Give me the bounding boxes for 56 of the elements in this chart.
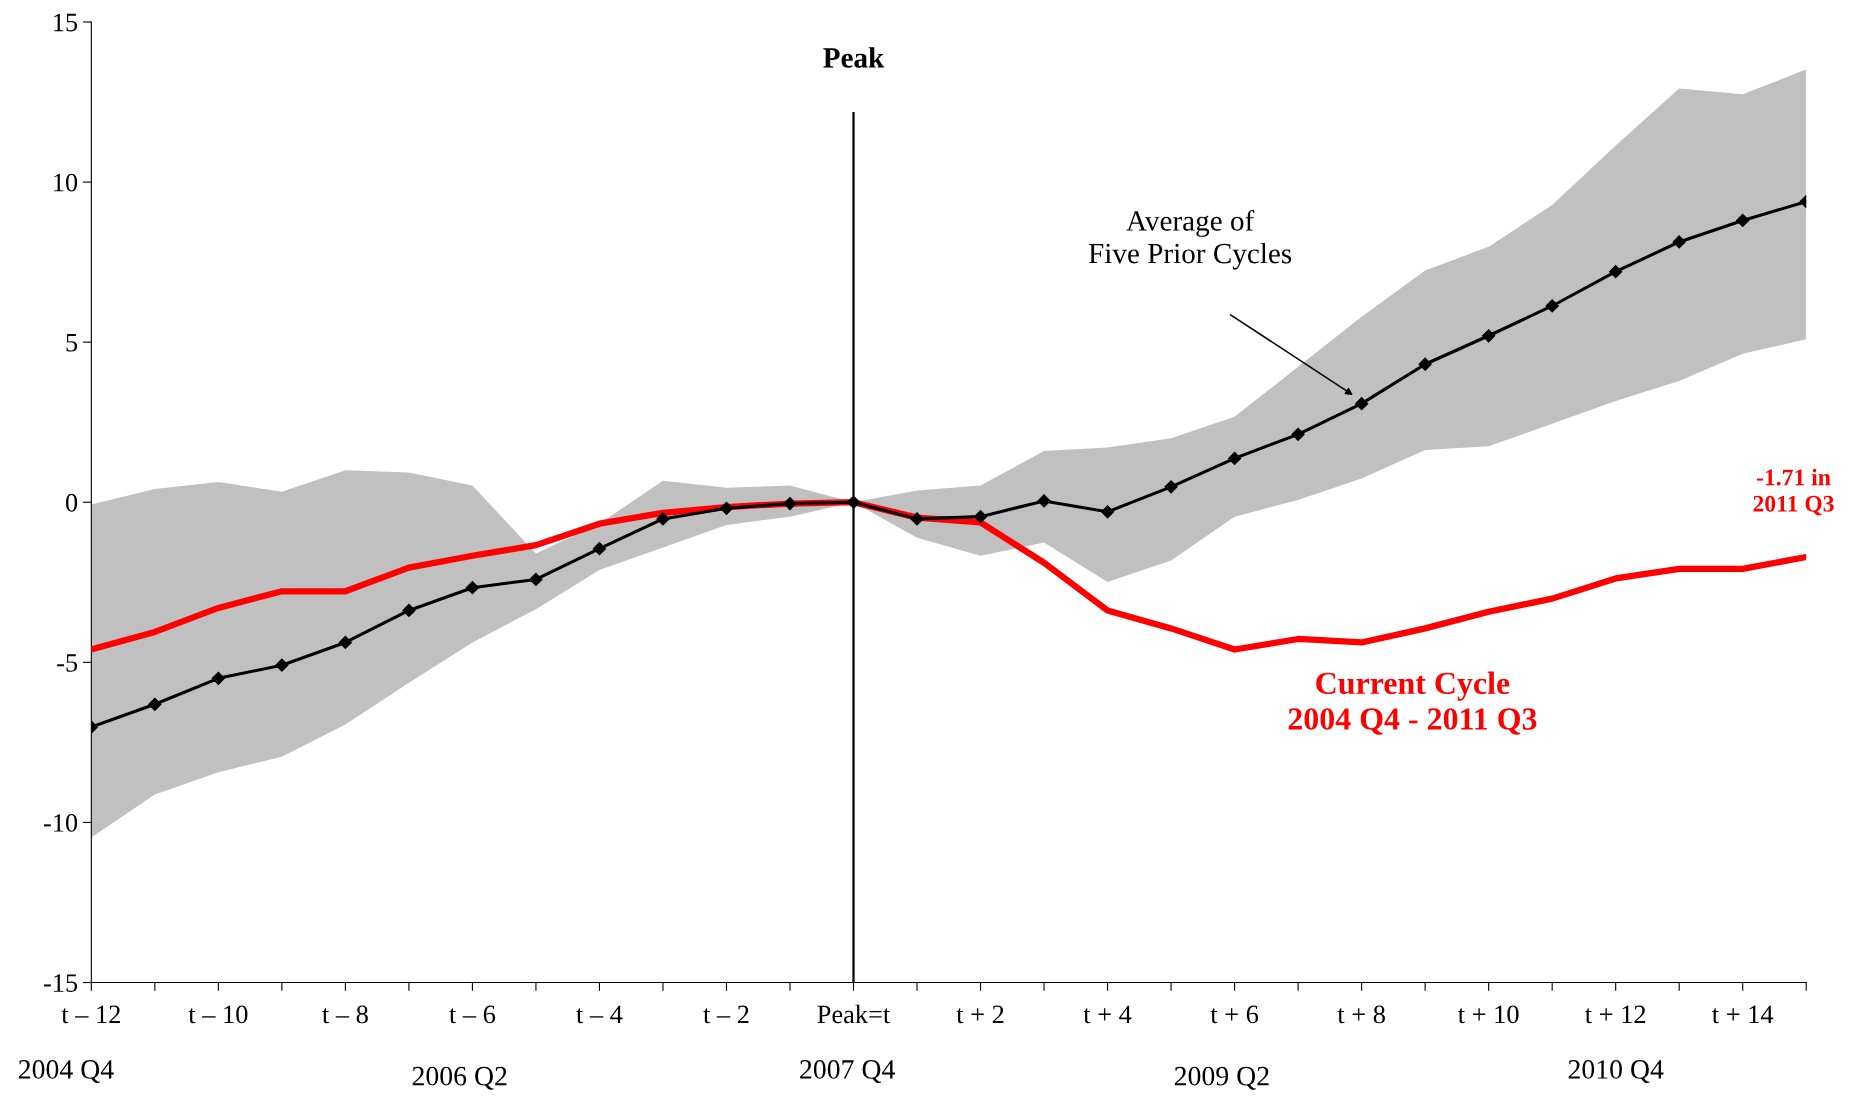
x-tick-label: t + 2 bbox=[956, 1005, 1004, 1024]
text: 2006 Q2 bbox=[412, 1066, 507, 1090]
y-tick-label: -5 bbox=[57, 654, 78, 672]
point bbox=[719, 501, 734, 515]
point bbox=[846, 495, 861, 509]
point bbox=[1291, 427, 1305, 441]
point bbox=[1228, 451, 1242, 465]
y-tick-label: 10 bbox=[54, 173, 78, 192]
point bbox=[1609, 265, 1623, 279]
x-tick-label: t + 4 bbox=[1083, 1005, 1132, 1024]
point bbox=[1355, 397, 1369, 411]
x-tick-label: t + 14 bbox=[1712, 1005, 1774, 1024]
x-tick-label: t + 6 bbox=[1210, 1005, 1259, 1024]
text: 2009 Q2 bbox=[1174, 1066, 1269, 1090]
point bbox=[1164, 480, 1178, 494]
point bbox=[1672, 235, 1686, 249]
annotation: -1.71 in 2011 Q3 bbox=[1753, 468, 1834, 516]
point bbox=[529, 572, 543, 586]
point bbox=[910, 512, 924, 526]
y-tick-label: 15 bbox=[54, 13, 78, 32]
x-tick-label: t + 8 bbox=[1337, 1005, 1385, 1024]
text: 2004 Q4 bbox=[18, 1060, 114, 1084]
point bbox=[338, 635, 352, 650]
x-tick-label: t + 12 bbox=[1585, 1005, 1646, 1024]
y-tick-label: -15 bbox=[43, 974, 78, 992]
point bbox=[973, 510, 988, 524]
x-tick-label: t – 2 bbox=[703, 1005, 749, 1024]
ref-line-label: Peak bbox=[823, 47, 885, 68]
point bbox=[783, 496, 797, 511]
point bbox=[275, 658, 289, 672]
point bbox=[656, 512, 670, 526]
point bbox=[148, 697, 162, 711]
x-tick-label: t – 8 bbox=[322, 1005, 368, 1024]
point bbox=[211, 671, 225, 685]
point bbox=[1482, 329, 1496, 343]
y-tick-label: 0 bbox=[65, 493, 78, 512]
point bbox=[592, 542, 607, 556]
x-tick-label: t – 12 bbox=[61, 1005, 120, 1024]
y-tick-label: -10 bbox=[43, 814, 78, 832]
x-tick-label: t – 4 bbox=[576, 1005, 623, 1024]
x-tick-label: t – 10 bbox=[188, 1005, 248, 1024]
point bbox=[465, 581, 480, 595]
point bbox=[402, 603, 416, 618]
point bbox=[1736, 213, 1750, 228]
annotation: Current Cycle 2004 Q4 - 2011 Q3 bbox=[1288, 671, 1537, 735]
annotation: Average of Five Prior Cycles bbox=[1088, 209, 1292, 270]
point bbox=[1100, 505, 1115, 519]
y-tick-label: 5 bbox=[66, 334, 78, 352]
x-tick-label: t – 6 bbox=[449, 1005, 496, 1024]
text: 2010 Q4 bbox=[1568, 1060, 1664, 1084]
text: 2007 Q4 bbox=[800, 1060, 895, 1084]
x-tick-label: Peak=t bbox=[817, 1004, 891, 1024]
point bbox=[1545, 299, 1559, 313]
point bbox=[1418, 357, 1432, 371]
point bbox=[1037, 494, 1051, 508]
x-tick-label: t + 10 bbox=[1458, 1005, 1519, 1024]
